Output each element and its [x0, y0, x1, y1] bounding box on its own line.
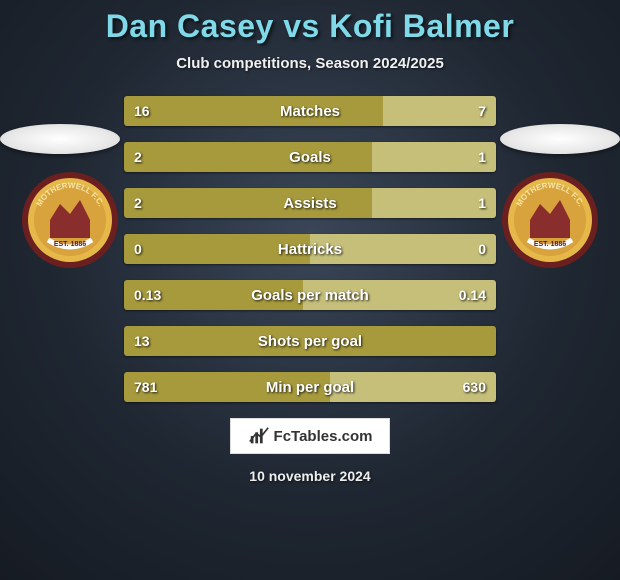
bar-segment-left [124, 372, 330, 402]
club-badge-left: EST. 1886 MOTHERWELL F.C. [20, 170, 120, 270]
stats-bar-chart: Matches167 Goals21 Assists21 Hattricks00 Goa… [124, 96, 496, 402]
svg-text:EST. 1886: EST. 1886 [54, 241, 86, 248]
stat-row: Matches167 [124, 96, 496, 126]
club-badge-right: EST. 1886 MOTHERWELL F.C. [500, 170, 600, 270]
bar-segment-left [124, 234, 310, 264]
svg-text:EST. 1886: EST. 1886 [534, 241, 566, 248]
brand-logo: FcTables.com [230, 418, 390, 454]
stat-row: Min per goal781630 [124, 372, 496, 402]
bar-segment-left [124, 280, 303, 310]
chart-icon [248, 425, 270, 447]
bar-segment-left [124, 96, 383, 126]
bar-segment-right [303, 280, 496, 310]
player-photo-left [0, 124, 120, 154]
bar-segment-left [124, 326, 496, 356]
stat-row: Goals per match0.130.14 [124, 280, 496, 310]
subtitle: Club competitions, Season 2024/2025 [0, 55, 620, 72]
stat-row: Shots per goal13 [124, 326, 496, 356]
bar-segment-right [310, 234, 496, 264]
page-title: Dan Casey vs Kofi Balmer [0, 0, 620, 45]
bar-segment-right [372, 142, 496, 172]
player-photo-right [500, 124, 620, 154]
stat-row: Goals21 [124, 142, 496, 172]
bar-segment-left [124, 142, 372, 172]
bar-segment-right [383, 96, 496, 126]
brand-text: FcTables.com [274, 428, 373, 445]
bar-segment-right [330, 372, 496, 402]
stat-row: Hattricks00 [124, 234, 496, 264]
stat-row: Assists21 [124, 188, 496, 218]
bar-segment-left [124, 188, 372, 218]
bar-segment-right [372, 188, 496, 218]
comparison-card: Dan Casey vs Kofi Balmer Club competitio… [0, 0, 620, 580]
date-label: 10 november 2024 [0, 468, 620, 484]
